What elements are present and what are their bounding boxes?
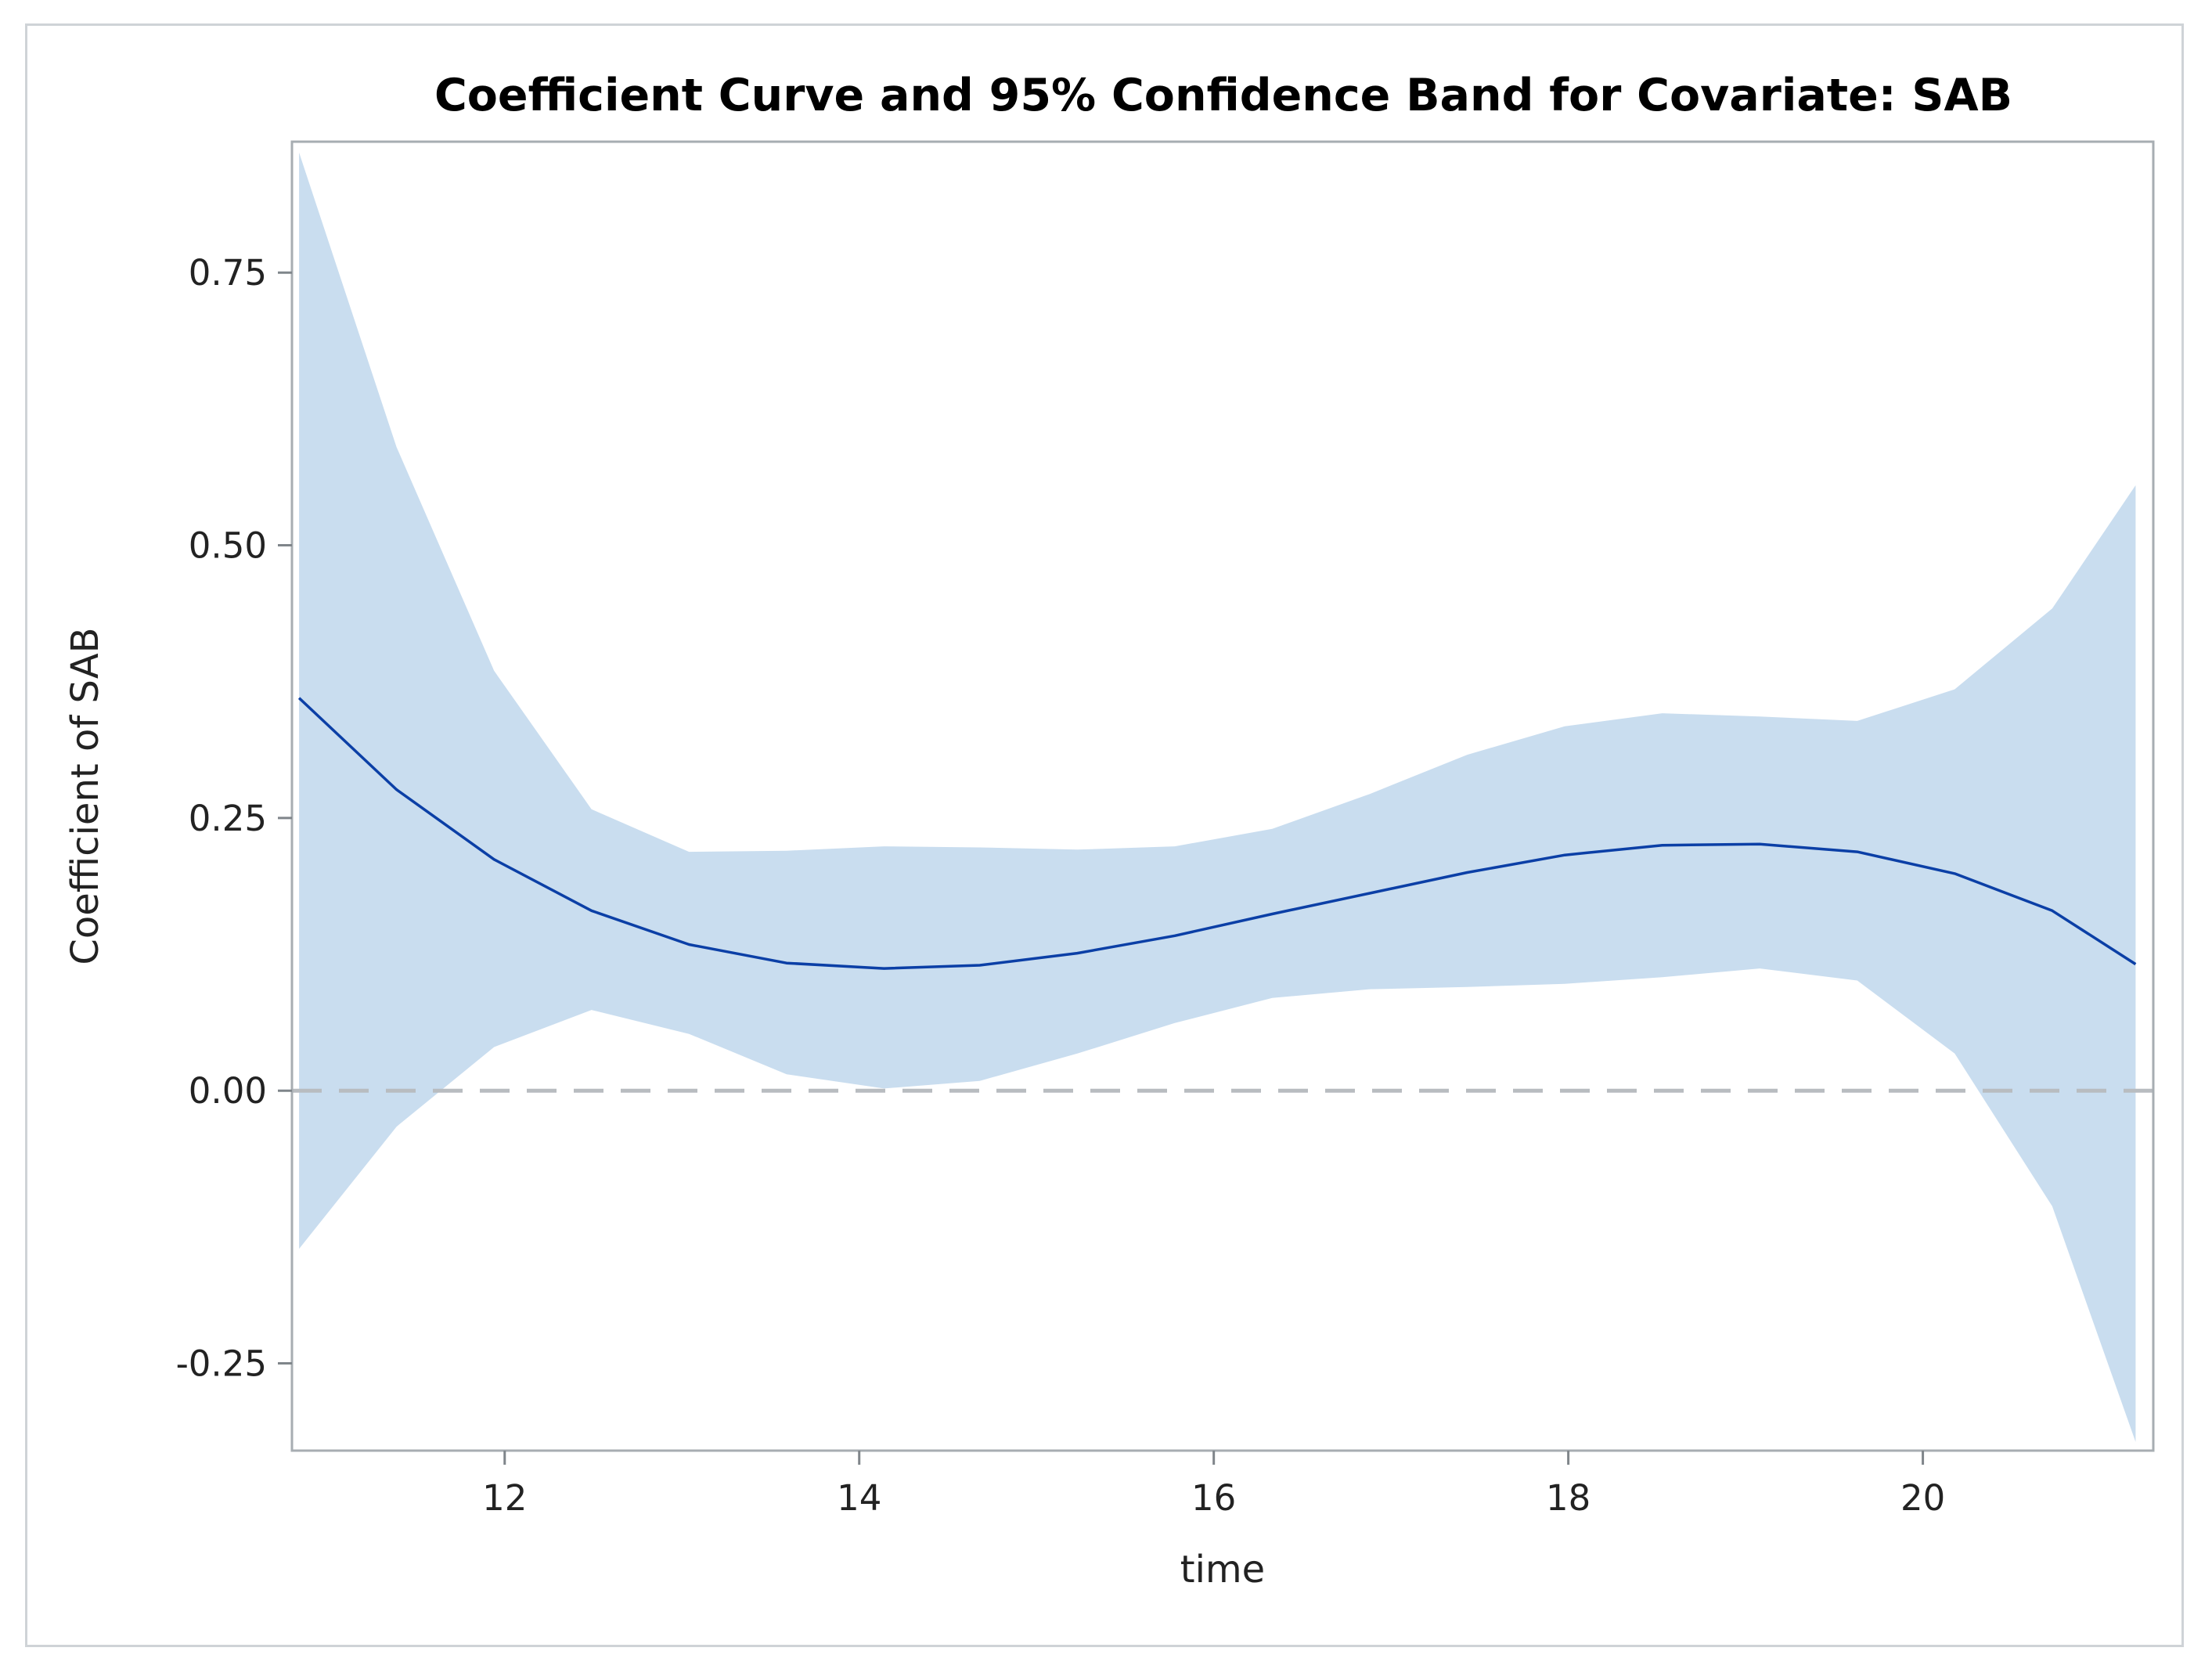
y-tick-label: -0.25 bbox=[176, 1343, 267, 1385]
coefficient-line-layer bbox=[297, 697, 2137, 970]
x-tick-label: 18 bbox=[1546, 1477, 1591, 1519]
plot-border bbox=[290, 140, 2155, 1452]
chart-frame: Coefficient Curve and 95% Confidence Ban… bbox=[25, 23, 2184, 1647]
x-tick-label: 16 bbox=[1191, 1477, 1236, 1519]
y-tick-label: 0.00 bbox=[189, 1070, 267, 1112]
y-tick-label: 0.75 bbox=[189, 252, 267, 294]
y-tick-label: 0.50 bbox=[189, 525, 267, 567]
x-tick-label: 20 bbox=[1900, 1477, 1945, 1519]
plot-area bbox=[290, 140, 2155, 1452]
y-axis: -0.25 0.00 0.25 0.50 0.75 bbox=[176, 252, 292, 1385]
y-tick-label: 0.25 bbox=[189, 798, 267, 839]
x-tick-label: 14 bbox=[837, 1477, 881, 1519]
confidence-band-layer bbox=[299, 152, 2136, 1442]
x-axis: 12 14 16 18 20 bbox=[482, 1451, 1945, 1519]
chart-svg: Coefficient Curve and 95% Confidence Ban… bbox=[63, 70, 2155, 1592]
x-tick-label: 12 bbox=[482, 1477, 527, 1519]
confidence-band bbox=[299, 152, 2136, 1442]
coefficient-line bbox=[297, 697, 2137, 970]
x-axis-title: time bbox=[1180, 1548, 1265, 1592]
y-axis-title: Coefficient of SAB bbox=[63, 627, 107, 964]
chart-title: Coefficient Curve and 95% Confidence Ban… bbox=[434, 70, 2012, 121]
